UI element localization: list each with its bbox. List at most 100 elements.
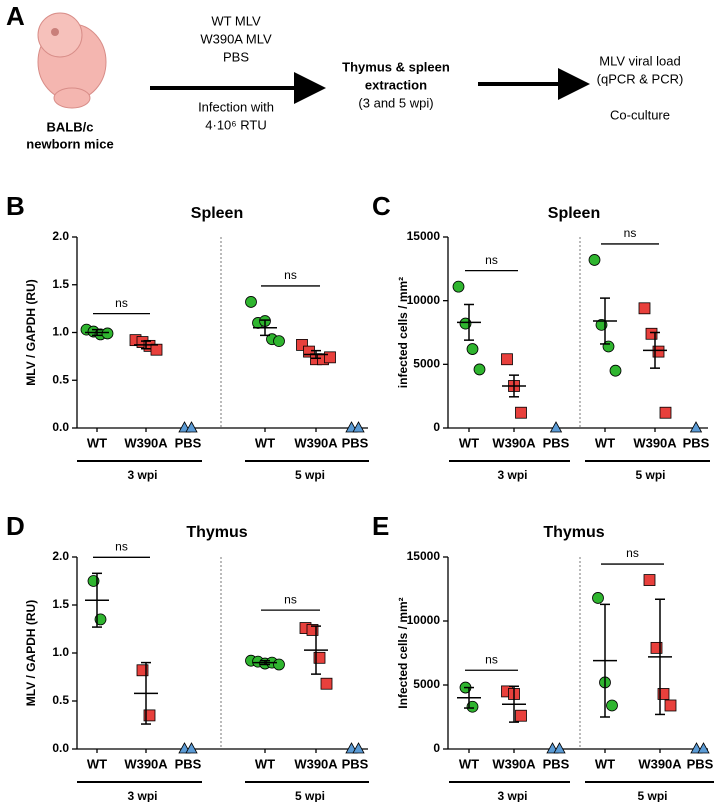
x-tick-label: PBS [543,756,570,771]
significance-label: ns [485,253,498,267]
data-point [549,421,563,433]
panel-letter: D [6,511,25,541]
x-tick-label: WT [459,756,479,771]
data-point [185,421,198,433]
x-tick-label: WT [595,756,615,771]
chart-title: Thymus [186,524,247,541]
data-point [645,327,658,340]
y-axis-label: Infected cells / mm² [396,597,410,708]
y-axis-label: MLV / GAPDH (RU) [24,600,38,706]
extraction: extraction [365,77,427,92]
infection: Infection with [198,99,274,114]
data-point [313,651,326,664]
x-tick-label: WT [459,435,479,450]
data-point [638,302,651,315]
significance-label: ns [284,268,297,282]
x-tick-label: W390A [638,756,682,771]
data-point [185,742,198,754]
y-tick-label: 0 [433,420,440,434]
data-point [689,421,703,433]
data-point [273,335,285,347]
data-point [609,364,622,377]
data-point [606,699,618,712]
extraction: Thymus & spleen [342,59,450,74]
y-tick-label: 0.5 [52,693,69,707]
data-point [501,353,513,366]
group-label: 5 wpi [637,789,667,802]
chart-title: Thymus [543,524,604,541]
data-point [652,345,665,358]
mouse-label: newborn mice [26,136,113,151]
data-point [473,363,486,376]
data-point [515,406,527,419]
data-point [515,709,527,722]
y-axis-label: MLV / GAPDH (RU) [24,279,38,385]
x-tick-label: W390A [124,756,168,771]
chart: D Thymus MLV / GAPDH (RU) 0.0 0.5 1.0 1.5 2.0 WT… [6,511,369,802]
significance-label: ns [284,592,297,606]
infection: 4·10⁶ RTU [205,117,266,132]
significance-label: ns [626,546,639,560]
y-tick-label: 1.5 [52,277,69,291]
group-label: 3 wpi [497,468,527,482]
group-label: 3 wpi [127,468,157,482]
data-point [659,406,672,419]
readout: Co-culture [610,107,670,122]
data-point [296,339,308,351]
data-point [150,343,163,356]
group-label: 5 wpi [635,468,665,482]
x-tick-label: PBS [175,756,202,771]
data-point [650,641,663,654]
significance-label: ns [624,226,637,240]
x-tick-label: W390A [492,756,536,771]
panel-letter: B [6,191,25,221]
x-tick-label: PBS [342,756,369,771]
y-tick-label: 0.0 [52,420,69,434]
chart: B Spleen MLV / GAPDH (RU) 0.0 0.5 1.0 1.5 2.0 WT… [6,191,369,482]
x-tick-label: WT [255,756,275,771]
significance-label: ns [485,652,498,666]
data-point [553,742,566,754]
data-point [143,709,156,722]
data-point [352,421,365,433]
panel-a: A BALB/c newborn mice WT MLV W390A MLV P… [6,1,683,152]
data-point [452,280,465,293]
y-tick-label: 0.0 [52,741,69,755]
chart-title: Spleen [191,205,243,222]
group-label: 5 wpi [295,468,325,482]
mouse-label: BALB/c [47,119,94,134]
y-tick-label: 10000 [407,293,441,307]
significance-label: ns [115,296,128,310]
x-tick-label: W390A [492,435,536,450]
y-tick-label: 0 [433,741,440,755]
x-tick-label: PBS [687,756,714,771]
x-tick-label: W390A [633,435,677,450]
data-point [303,345,315,358]
x-tick-label: W390A [294,435,338,450]
x-tick-label: PBS [683,435,710,450]
y-axis-label: infected cells / mm² [396,277,410,388]
data-point [588,254,601,266]
x-tick-label: W390A [294,756,338,771]
treatment: WT MLV [211,13,261,28]
y-tick-label: 5000 [413,677,440,691]
y-tick-label: 10000 [407,613,441,627]
data-point [592,592,604,604]
x-tick-label: WT [87,756,107,771]
group-label: 3 wpi [127,789,157,802]
chart: E Thymus Infected cells / mm² 0 5000 10000 150… [372,511,714,802]
y-tick-label: 15000 [407,549,441,563]
mouse-icon [37,12,107,109]
x-tick-label: WT [595,435,615,450]
significance-label: ns [115,539,128,553]
data-point [273,658,285,671]
data-point [643,574,656,586]
x-tick-label: W390A [124,435,168,450]
x-tick-label: PBS [342,435,369,450]
group-label: 3 wpi [497,789,527,802]
y-tick-label: 2.0 [52,229,69,243]
treatment: W390A MLV [200,31,272,46]
y-tick-label: 15000 [407,229,441,243]
